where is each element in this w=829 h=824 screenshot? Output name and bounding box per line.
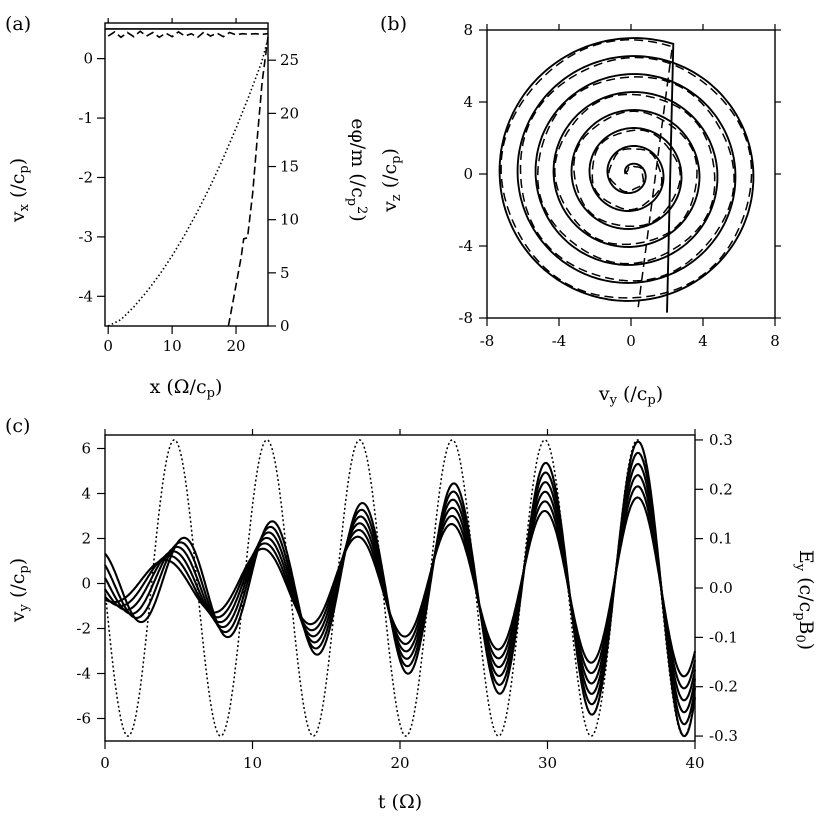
panel-c-velocity-curve-5 [104, 440, 697, 738]
panel-c-velocity-curve-3 [104, 462, 697, 714]
panel-c-y2tick-label: 0.0 [709, 579, 733, 597]
panel-b-xtick-label: -4 [552, 332, 567, 350]
panel-a-y2tick-label: 10 [280, 211, 299, 229]
panel-c-field-curve [104, 439, 696, 737]
panel-c-ylabel: vy (/cp) [7, 558, 32, 623]
panel-a-y2tick-label: 20 [280, 104, 299, 122]
panel-a: (a) 0 10 20 0 -1 -2 -3 -4 0 5 10 15 20 25 vx (/cp) eφ… [5, 13, 369, 401]
panel-b-xlabel: vy (/cp) [598, 383, 663, 408]
panel-a-y2label: eφ/m (/cp2) [344, 118, 369, 222]
panel-c-y2tick-label: 0.3 [709, 431, 733, 449]
panel-a-xlabel: x (Ω/cp) [150, 376, 223, 401]
panel-a-y2tick-label: 25 [280, 51, 299, 69]
panel-b-ytick-label: -4 [458, 237, 473, 255]
panel-c-ytick-label: -6 [76, 710, 91, 728]
panel-c-velocity-curve-2 [104, 474, 697, 702]
panel-a-xtick-label: 10 [163, 337, 182, 355]
panel-c-velocity-curve-4 [104, 451, 697, 726]
panel-a-ytick-label: -3 [78, 228, 93, 246]
panel-b-ytick-label: 0 [463, 165, 473, 183]
panel-c-ticks: 0 10 20 30 406420-2-4-60.30.20.10.0-0.1-0.2-… [76, 429, 738, 772]
panel-a-ylabel: vx (/cp) [7, 158, 32, 223]
panel-b-xtick-label: 4 [698, 332, 708, 350]
panel-c-ytick-label: -2 [76, 620, 91, 638]
panel-c-ytick-label: -4 [76, 665, 91, 683]
panel-c-y2tick-label: 0.2 [709, 480, 733, 498]
panel-b-xtick-label: -8 [480, 332, 495, 350]
panel-c: (c) 0 10 20 30 406420-2-4-60.30.20.10.0-0.1-… [5, 415, 817, 813]
panel-b: (b) -8 -4 0 4 8 8 4 0 -4 -8 vz (/cp) vy (/cp) [379, 13, 781, 408]
panel-a-series-3 [227, 36, 269, 327]
panel-a-tag: (a) [5, 13, 31, 35]
panel-c-xtick-label: 10 [243, 754, 262, 772]
panel-c-y2tick-label: -0.1 [709, 628, 738, 646]
panel-c-velocity-curve-1 [104, 485, 697, 690]
panel-c-xlabel: t (Ω) [378, 791, 422, 813]
panel-a-ytick-label: -4 [78, 287, 93, 305]
panel-b-ytick-label: -8 [458, 309, 473, 327]
panel-a-frame [104, 22, 269, 327]
panel-b-ytick-label: 8 [463, 21, 473, 39]
panel-c-ytick-label: 0 [81, 575, 91, 593]
panel-c-xtick-label: 30 [538, 754, 557, 772]
panel-c-series [104, 439, 697, 738]
panel-a-ytick-label: 0 [83, 50, 93, 68]
panel-c-xtick-label: 40 [685, 754, 704, 772]
panel-a-ticks: 0 10 20 0 -1 -2 -3 -4 0 5 10 15 20 25 [78, 18, 299, 355]
panel-b-ytick-label: 4 [463, 93, 473, 111]
panel-b-xtick-label: 0 [626, 332, 636, 350]
panel-b-series [498, 37, 755, 313]
panel-c-y2tick-label: -0.3 [709, 727, 738, 745]
panel-a-y2tick-label: 15 [280, 158, 299, 176]
panel-c-ytick-label: 6 [81, 440, 91, 458]
panel-c-y2tick-label: -0.2 [709, 678, 738, 696]
panel-c-xtick-label: 0 [100, 754, 110, 772]
panel-c-xtick-label: 20 [390, 754, 409, 772]
panel-a-y2tick-label: 0 [280, 317, 290, 335]
panel-c-ytick-label: 2 [81, 530, 91, 548]
panel-b-trajectory-dashed [500, 39, 753, 308]
panel-a-xtick-label: 20 [226, 337, 245, 355]
panel-a-y2tick-label: 5 [280, 264, 290, 282]
panel-b-tag: (b) [380, 13, 407, 35]
panel-a-ytick-label: -2 [78, 168, 93, 186]
panel-c-y2tick-label: 0.1 [709, 530, 733, 548]
panel-b-trajectory-solid [498, 37, 755, 313]
panel-c-y2label: Ey (c/cpB0) [792, 550, 817, 650]
panel-b-ylabel: vz (/cp) [379, 148, 404, 213]
panel-a-series-1 [107, 30, 269, 39]
panel-c-ytick-label: 4 [81, 485, 91, 503]
panel-a-ytick-label: -1 [78, 109, 93, 127]
panel-b-ticks: -8 -4 0 4 8 8 4 0 -4 -8 [458, 21, 781, 350]
panel-a-series-2 [107, 38, 269, 327]
panel-b-xtick-label: 8 [770, 332, 780, 350]
panel-c-tag: (c) [5, 415, 30, 437]
panel-a-series [105, 28, 269, 327]
panel-a-xtick-label: 0 [103, 337, 113, 355]
